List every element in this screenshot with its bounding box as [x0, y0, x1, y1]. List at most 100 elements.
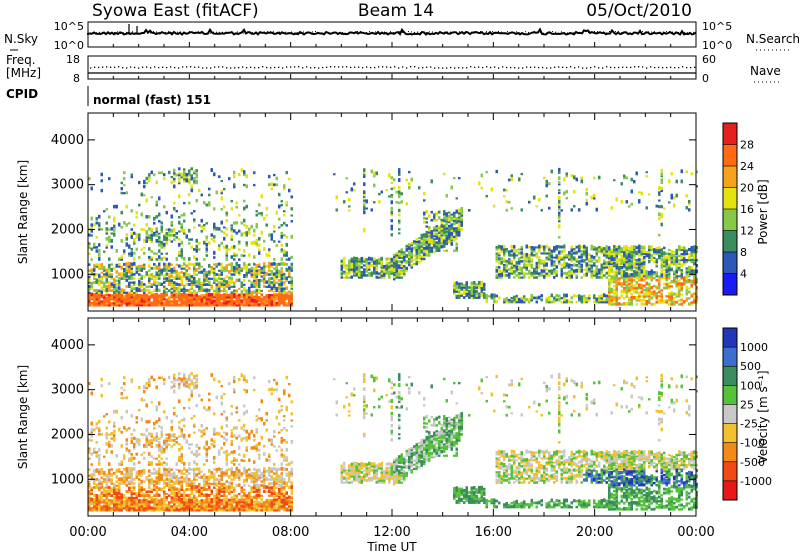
- power-cell: [655, 294, 658, 298]
- power-cell: [500, 247, 503, 251]
- power-cell: [195, 238, 198, 243]
- power-cell: [363, 172, 366, 176]
- power-cell: [255, 281, 258, 284]
- power-cell: [220, 298, 223, 301]
- velocity-cell: [133, 499, 136, 504]
- power-cell: [205, 254, 208, 257]
- power-cell: [90, 297, 93, 301]
- power-cell: [175, 257, 178, 261]
- power-cell: [593, 262, 596, 267]
- velocity-cell: [118, 491, 121, 495]
- power-cell: [350, 266, 353, 271]
- power-cell: [560, 272, 563, 275]
- power-cell: [290, 255, 293, 259]
- power-cell: [105, 208, 108, 211]
- power-cell: [120, 288, 123, 292]
- power-cell: [385, 261, 388, 265]
- power-cell: [538, 256, 541, 259]
- power-cell: [185, 272, 188, 276]
- power-cell: [450, 226, 453, 230]
- power-cell: [383, 265, 386, 269]
- power-cell: [125, 304, 128, 307]
- power-cell: [368, 274, 371, 277]
- power-cell: [423, 192, 426, 196]
- velocity-cell: [98, 462, 101, 466]
- power-cell: [508, 268, 511, 271]
- power-cell: [110, 238, 113, 243]
- power-cell: [643, 246, 646, 250]
- power-cell: [648, 282, 651, 286]
- nave-dot: [482, 66, 484, 69]
- power-cell: [225, 214, 228, 217]
- power-cell: [108, 266, 111, 270]
- power-cell: [423, 246, 426, 250]
- power-cell: [608, 259, 611, 264]
- velocity-cell: [160, 433, 163, 436]
- power-cell: [148, 285, 151, 288]
- power-cell: [558, 171, 561, 174]
- power-cell: [500, 249, 503, 253]
- power-cell: [195, 268, 198, 272]
- nave-dot: [414, 66, 416, 68]
- velocity-cell: [125, 409, 128, 414]
- power-cell: [188, 173, 191, 177]
- power-cell: [238, 229, 241, 233]
- power-cell: [520, 255, 523, 259]
- power-cell: [563, 244, 566, 249]
- power-cell: [178, 271, 181, 276]
- velocity-cell: [143, 384, 146, 388]
- power-cell: [163, 242, 166, 247]
- power-cell: [173, 296, 176, 301]
- power-cell: [548, 182, 551, 186]
- power-cell: [155, 238, 158, 241]
- velocity-cell: [158, 424, 161, 428]
- power-cell: [243, 218, 246, 223]
- power-cell: [615, 283, 618, 288]
- power-cell: [225, 298, 228, 301]
- power-cell: [145, 233, 148, 237]
- power-cell: [288, 266, 291, 270]
- velocity-cell: [120, 495, 123, 499]
- power-cell: [360, 276, 363, 279]
- power-cell: [515, 299, 518, 302]
- power-cell: [398, 178, 401, 182]
- noise-search-dot: [618, 31, 619, 33]
- power-cell: [650, 248, 653, 252]
- power-cell: [218, 281, 221, 284]
- power-cell: [255, 285, 258, 288]
- power-cell: [555, 298, 558, 302]
- power-cell: [628, 276, 631, 280]
- power-cell: [90, 301, 93, 305]
- power-cell: [505, 273, 508, 277]
- power-cell: [260, 269, 263, 274]
- power-cell: [258, 303, 261, 307]
- power-cell: [635, 296, 638, 300]
- power-cell: [273, 173, 276, 177]
- power-cell: [260, 275, 263, 278]
- power-cell: [190, 282, 193, 286]
- velocity-cell: [115, 499, 118, 504]
- power-cell: [580, 299, 583, 304]
- nave-dot: [634, 66, 636, 68]
- power-cell: [280, 275, 283, 280]
- power-cell: [275, 176, 278, 181]
- velocity-cell: [140, 482, 143, 485]
- power-cell: [690, 258, 693, 262]
- nave-dot: [430, 66, 432, 68]
- power-cell: [123, 272, 126, 276]
- power-cell: [290, 295, 293, 299]
- power-cell: [165, 257, 168, 261]
- velocity-cell: [143, 494, 146, 497]
- power-cell: [450, 216, 453, 220]
- power-cell: [595, 268, 598, 273]
- velocity-cell: [148, 440, 151, 444]
- velocity-cell: [128, 451, 131, 454]
- power-cell: [623, 245, 626, 250]
- power-cell: [465, 284, 468, 287]
- power-cell: [188, 182, 191, 185]
- nave-dot: [534, 66, 536, 68]
- power-cell: [625, 302, 628, 306]
- power-cell: [283, 287, 286, 290]
- power-cell: [443, 210, 446, 214]
- power-cell: [408, 260, 411, 265]
